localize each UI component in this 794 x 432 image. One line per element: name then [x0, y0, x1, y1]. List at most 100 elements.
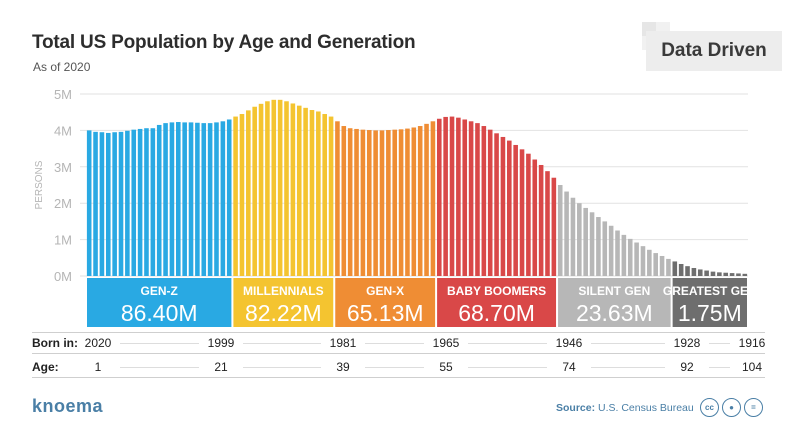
bar-age-70	[526, 153, 531, 276]
bar-age-65	[494, 133, 499, 276]
row-connector	[120, 367, 199, 368]
bar-age-76	[564, 191, 569, 276]
bar-age-79	[583, 207, 588, 276]
row-separator	[32, 332, 765, 333]
bar-age-69	[519, 149, 525, 276]
age-value: 21	[214, 360, 228, 374]
bar-age-75	[557, 185, 563, 276]
bar-age-98	[704, 270, 709, 276]
bar-age-104	[742, 273, 748, 276]
y-tick-label: 5M	[54, 87, 72, 102]
bar-age-46	[373, 130, 378, 276]
generation-block	[437, 278, 557, 327]
bar-age-38	[322, 114, 327, 277]
y-tick-label: 3M	[54, 160, 72, 175]
bar-age-17	[188, 122, 194, 276]
born-year: 1999	[207, 336, 235, 350]
bar-age-73	[545, 171, 550, 276]
generation-total: 23.63M	[576, 300, 653, 326]
row-separator	[32, 377, 765, 378]
row-connector	[243, 343, 321, 344]
row-connector	[365, 367, 424, 368]
bar-age-29	[265, 101, 270, 276]
bar-age-86	[627, 238, 633, 276]
bar-age-67	[507, 140, 512, 276]
bar-age-100	[717, 272, 722, 276]
row-separator	[32, 353, 765, 354]
bar-age-93	[672, 261, 678, 276]
bar-age-66	[500, 136, 506, 276]
bar-age-87	[634, 242, 639, 276]
bar-age-54	[424, 123, 429, 277]
bar-age-101	[723, 272, 729, 276]
bar-age-24	[233, 116, 238, 277]
bar-age-68	[513, 144, 518, 276]
bar-age-63	[481, 126, 487, 276]
row-connector	[120, 343, 199, 344]
bar-age-40	[335, 121, 340, 276]
bar-age-77	[570, 197, 576, 276]
generation-block	[672, 278, 747, 327]
bar-age-12	[156, 124, 162, 276]
y-tick-label: 1M	[54, 233, 72, 248]
chart-title: Total US Population by Age and Generatio…	[32, 32, 416, 53]
row-connector	[468, 367, 547, 368]
bar-age-16	[182, 122, 187, 276]
bar-age-35	[303, 107, 308, 276]
bar-age-94	[678, 263, 684, 276]
bar-age-41	[341, 126, 347, 276]
age-value: 39	[336, 360, 350, 374]
generation-block	[233, 278, 334, 327]
bar-age-15	[176, 122, 181, 276]
row-connector	[243, 367, 321, 368]
born-year: 1946	[555, 336, 583, 350]
generation-name: GREATEST GEN	[663, 284, 757, 298]
bar-age-55	[430, 121, 436, 276]
row-connector	[709, 367, 730, 368]
bar-age-45	[366, 130, 372, 276]
bar-age-10	[144, 128, 149, 276]
bar-age-6	[118, 131, 124, 276]
generation-total: 86.40M	[121, 300, 198, 326]
bar-age-7	[125, 130, 130, 276]
bar-age-57	[443, 116, 448, 276]
generation-name: MILLENNIALS	[243, 284, 324, 298]
bar-age-47	[379, 130, 385, 276]
bar-age-72	[538, 164, 544, 276]
bar-age-51	[405, 128, 410, 276]
bar-age-99	[710, 271, 716, 276]
chart-subtitle: As of 2020	[33, 60, 91, 74]
generation-name: GEN-Z	[141, 284, 178, 298]
bar-age-19	[201, 123, 207, 277]
age-row-label: Age:	[32, 360, 59, 374]
born-year: 1916	[738, 336, 766, 350]
row-connector	[591, 343, 665, 344]
bar-age-27	[252, 106, 257, 277]
bar-age-43	[354, 128, 359, 276]
bar-age-2	[93, 131, 98, 276]
bar-age-90	[653, 253, 658, 276]
bar-age-83	[608, 225, 614, 276]
source-value: U.S. Census Bureau	[598, 402, 694, 414]
generation-total: 65.13M	[347, 300, 424, 326]
bar-age-48	[386, 130, 391, 276]
bar-age-84	[615, 230, 620, 276]
bar-age-11	[150, 128, 156, 276]
bar-age-95	[685, 266, 690, 276]
bar-age-80	[589, 212, 595, 276]
bar-age-8	[131, 129, 137, 276]
bar-age-14	[169, 122, 175, 276]
bar-age-96	[691, 267, 697, 276]
age-value: 104	[741, 360, 763, 374]
bar-age-13	[163, 123, 168, 277]
bar-age-36	[309, 110, 315, 277]
bar-age-103	[736, 273, 741, 276]
bar-age-37	[316, 111, 321, 276]
age-value: 74	[562, 360, 576, 374]
bar-age-81	[596, 217, 601, 276]
y-tick-label: 4M	[54, 123, 72, 138]
bar-age-71	[532, 159, 538, 276]
row-connector	[468, 343, 547, 344]
born-year: 1965	[432, 336, 460, 350]
bar-age-74	[551, 177, 557, 276]
